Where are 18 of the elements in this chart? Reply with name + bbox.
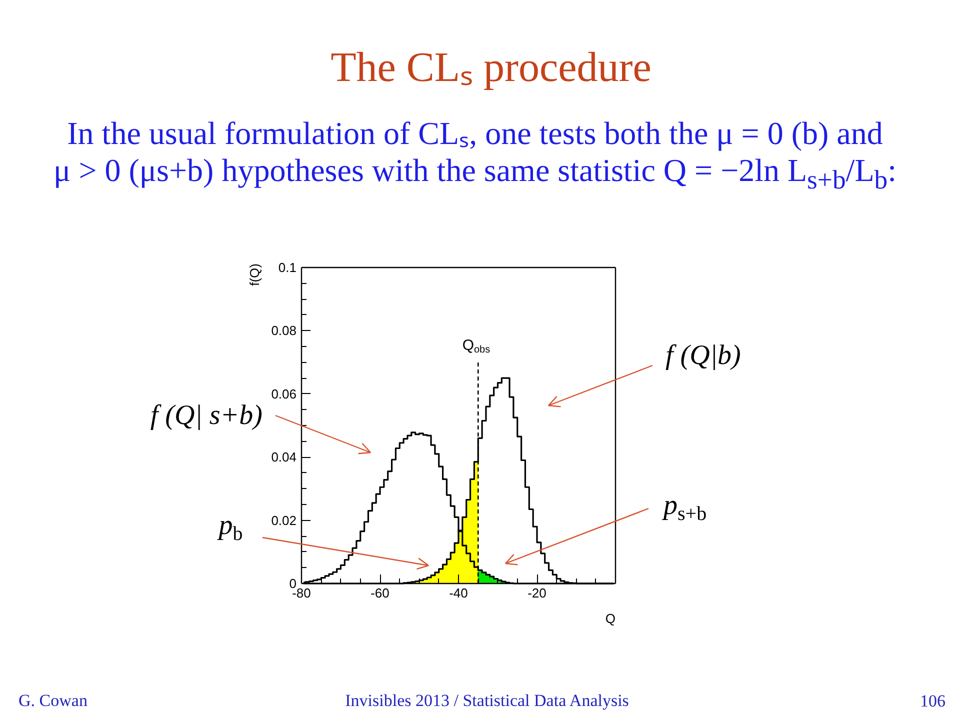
y-tick-label: 0.04 (271, 450, 297, 465)
y-tick-label: 0.1 (278, 260, 297, 275)
y-tick-label: 0 (289, 576, 297, 591)
chart-title: The CLₛ procedure (330, 44, 652, 92)
x-tick-label: -40 (449, 586, 468, 600)
text: f (Q| s+b) (150, 400, 263, 431)
text: f (Q|b) (666, 340, 741, 371)
text: G. Cowan (18, 691, 88, 710)
y-axis-title: f(Q) (247, 263, 262, 286)
x-tick-label: -60 (370, 586, 390, 600)
x-tick-label: -20 (528, 586, 546, 600)
chart-subtitle: In the usual formulation of CLₛ, one tests both the μ = 0 (b) and μ > 0 (μs+b) hypotheses with the same statistic Q = −2ln L$_{s+b}$/L$_{b}$: (52, 115, 898, 196)
y-tick-label: 0.08 (271, 323, 297, 338)
x-axis-title: Q (605, 611, 616, 626)
text: 106 (920, 692, 946, 710)
text: Invisibles 2013 / Statistical Data Analysis (345, 691, 629, 710)
y-tick-label: 0.06 (271, 386, 297, 402)
y-tick-label: 0.02 (271, 512, 297, 528)
